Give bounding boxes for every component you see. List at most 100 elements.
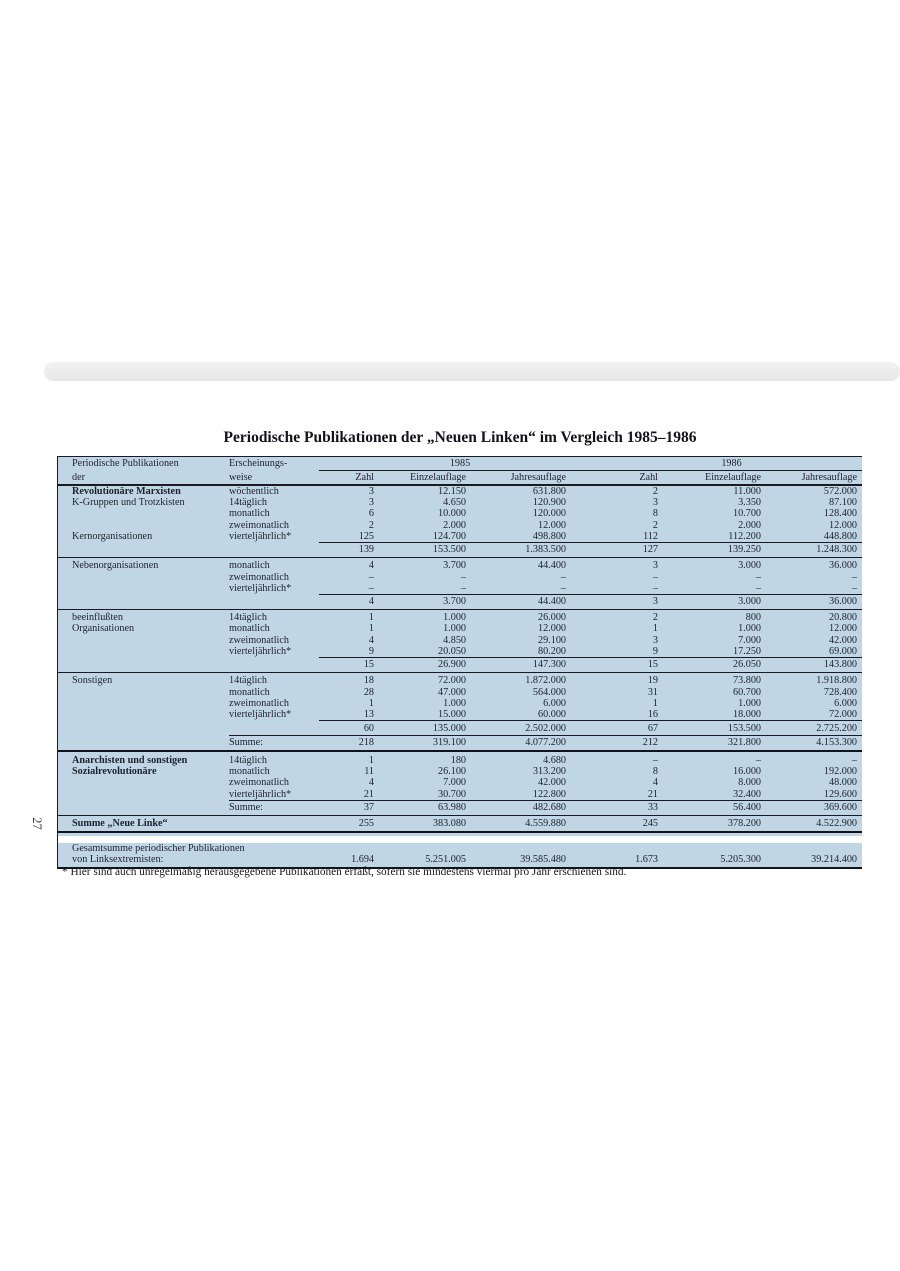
- table-row: Anarchisten und sonstigen 14täglich 1 180 4.…: [58, 755, 862, 766]
- cell-value: 72.000: [828, 708, 857, 720]
- cell-total-label-line2: von Linksextremisten:: [72, 854, 164, 866]
- cell-value: 255: [358, 818, 374, 830]
- cell-value: 3: [368, 486, 374, 497]
- cell-value: 153.500: [727, 722, 761, 734]
- year-gap-cell: [571, 520, 601, 531]
- cell-value: 4.559.880: [525, 818, 566, 830]
- cell-frequency: [229, 659, 319, 672]
- cell-value: 12.000: [828, 623, 857, 635]
- header-gap-cell: [571, 470, 601, 485]
- cell-value: 2: [652, 612, 658, 624]
- cell-value: 2.000: [443, 519, 466, 531]
- cell-frequency: monatlich: [229, 766, 270, 778]
- cell-value: 6.000: [834, 697, 857, 709]
- cell-frequency: vierteljährlich*: [229, 788, 292, 800]
- cell-frequency: zweimonatlich: [229, 519, 289, 531]
- table-row: zweimonatlich 4 4.850 29.100 3 7.000 42.000: [58, 635, 862, 646]
- cell-group-label: Revolutionäre Marxisten: [72, 486, 181, 497]
- rule-segment: [229, 799, 862, 802]
- cell-value: 72.000: [437, 675, 466, 687]
- cell-value: –: [560, 582, 566, 594]
- cell-value: 18.000: [732, 708, 761, 720]
- section-divider: [58, 556, 862, 561]
- cell-value: 10.700: [732, 508, 761, 520]
- cell-value: 2: [652, 519, 658, 531]
- table-row: 139 153.500 1.383.500 127 139.250 1.248.300: [58, 544, 862, 556]
- table-row: K-Gruppen und Trotzkisten 14täglich 3 4.650…: [58, 497, 862, 508]
- cell-value: 44.400: [537, 596, 566, 608]
- year-gap-cell: [571, 572, 601, 583]
- cell-frequency: Summe:: [229, 737, 263, 749]
- cell-value: 16.000: [732, 766, 761, 778]
- cell-frequency: [229, 596, 319, 609]
- table-row: Summe: 37 63.980 482.680 33 56.400 369.600: [58, 802, 862, 814]
- cell-frequency: Summe:: [229, 802, 263, 814]
- table-row: Nebenorganisationen monatlich 4 3.700 44.400…: [58, 560, 862, 571]
- cell-value: 11.000: [733, 486, 761, 497]
- cell-group-label: [58, 544, 229, 557]
- cell-value: 26.900: [437, 659, 466, 671]
- cell-value: 1.918.800: [816, 675, 857, 687]
- cell-value: 48.000: [828, 777, 857, 789]
- cell-group-label: [58, 520, 229, 531]
- cell-value: 800: [745, 612, 761, 624]
- cell-value: 321.800: [727, 737, 761, 749]
- cell-value: 2.000: [738, 519, 761, 531]
- cell-value: 26.000: [537, 612, 566, 624]
- cell-value: 87.100: [828, 497, 857, 509]
- cell-value: 3: [652, 596, 658, 608]
- table-row: vierteljährlich* – – – – – –: [58, 583, 862, 594]
- cell-value: 4: [368, 560, 374, 572]
- cell-value: –: [755, 755, 761, 767]
- cell-value: 572.000: [823, 486, 857, 497]
- cell-frequency: vierteljährlich*: [229, 530, 292, 542]
- cell-value: 4.077.200: [525, 737, 566, 749]
- cell-frequency: 14täglich: [229, 675, 267, 687]
- cell-group-label: [58, 572, 229, 583]
- table-row: vierteljährlich* 13 15.000 60.000 16 18.000 72…: [58, 709, 862, 720]
- cell-value: 1.872.000: [525, 675, 566, 687]
- cell-value: 42.000: [537, 777, 566, 789]
- table-row: vierteljährlich* 21 30.700 122.800 21 32.400 1…: [58, 789, 862, 800]
- cell-value: 16: [647, 708, 658, 720]
- cell-group-label: [58, 802, 229, 815]
- cell-value: 125: [358, 530, 374, 542]
- cell-value: 319.100: [432, 737, 466, 749]
- publications-table: Periodische Publikationen Erscheinungs- …: [57, 456, 862, 870]
- table-header-row-1: Periodische Publikationen Erscheinungs- …: [58, 457, 862, 471]
- table-row: Summe: 218 319.100 4.077.200 212 321.800 4.153…: [58, 737, 862, 749]
- cell-value: 3.700: [443, 596, 466, 608]
- scan-artifact-band: [44, 362, 900, 381]
- cell-frequency: monatlich: [229, 508, 270, 520]
- cell-value: 4: [368, 634, 374, 646]
- cell-value: 147.300: [532, 659, 566, 671]
- cell-group-label: Sozialrevolutionäre: [72, 766, 157, 778]
- cell-value: 20.050: [437, 645, 466, 657]
- cell-value: 15.000: [437, 708, 466, 720]
- header-year-1985: 1985: [319, 457, 601, 471]
- header-einzelauflage-1985: Einzelauflage: [410, 472, 466, 483]
- cell-value: 4: [652, 777, 658, 789]
- cell-group-label: Sonstigen: [72, 675, 113, 687]
- table-row: zweimonatlich – – – – – –: [58, 572, 862, 583]
- rule-segment: [319, 541, 862, 544]
- cell-frequency: [229, 544, 319, 557]
- cell-value: 4.850: [443, 634, 466, 646]
- cell-value: 8.000: [738, 777, 761, 789]
- year-gap-cell: [571, 560, 601, 571]
- year-gap-cell: [571, 698, 601, 709]
- cell-frequency: 14täglich: [229, 612, 267, 624]
- cell-value: 44.400: [537, 560, 566, 572]
- year-gap-cell: [571, 709, 601, 720]
- cell-value: –: [851, 755, 857, 767]
- cell-value: 143.800: [823, 659, 857, 671]
- rule-segment: [319, 593, 862, 596]
- table-row: Organisationen monatlich 1 1.000 12.000 1 1.00…: [58, 623, 862, 634]
- cell-value: –: [368, 571, 374, 583]
- table-row: monatlich 6 10.000 120.000 8 10.700 128.400: [58, 508, 862, 519]
- header-col2-line1: Erscheinungs-: [229, 458, 288, 469]
- cell-value: 1.000: [443, 623, 466, 635]
- cell-value: 124.700: [432, 530, 466, 542]
- year-gap-cell: [571, 659, 601, 672]
- cell-value: 631.800: [532, 486, 566, 497]
